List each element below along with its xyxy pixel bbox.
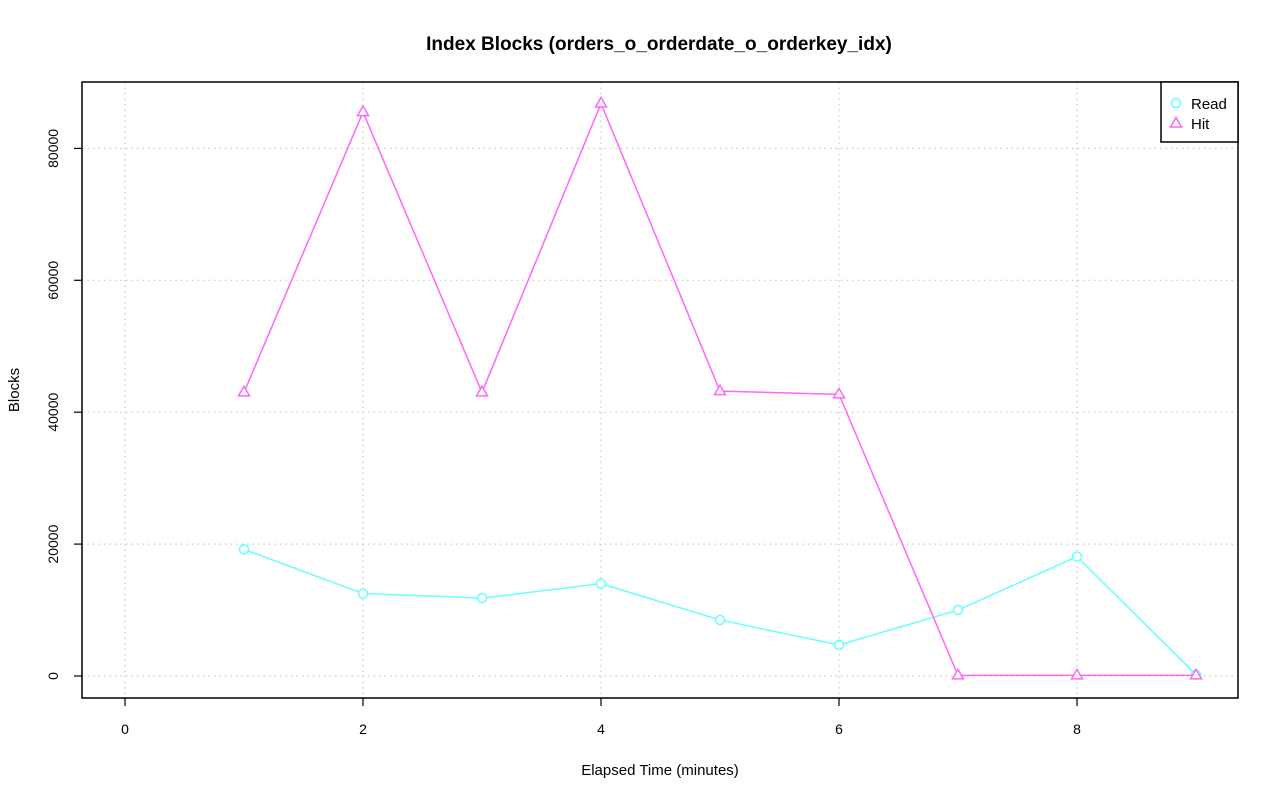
legend-hit-label: Hit [1191,116,1210,133]
grid [82,82,1238,698]
legend-box [1160,81,1239,143]
y-axis: 0 20000 40000 60000 80000 [45,129,82,680]
y-tick-label: 80000 [45,129,61,168]
point-hit [475,384,489,397]
point-hit [713,383,727,396]
series-line-read [243,548,1197,676]
point-read [595,578,607,589]
legend-read-marker [1170,97,1182,109]
point-hit [832,386,846,399]
point-hit [237,384,251,397]
point-read [952,604,964,616]
y-tick-label: 0 [45,672,61,680]
point-hit [1189,667,1203,680]
y-axis-label: Blocks [6,368,23,412]
point-read [714,614,726,626]
point-hit [1070,667,1084,680]
x-axis-label: Elapsed Time (minutes) [581,762,739,779]
x-tick-label: 4 [597,721,605,737]
point-read [476,592,488,604]
x-tick-label: 8 [1073,721,1081,737]
x-tick-label: 2 [359,721,367,737]
y-tick-label: 40000 [45,393,61,432]
point-read [357,588,369,599]
legend: Read Hit [1160,81,1239,143]
point-hit [356,104,370,117]
point-hit [951,667,965,680]
legend-read-label: Read [1191,96,1227,113]
point-read [1071,551,1083,562]
x-tick-label: 6 [835,721,843,737]
point-read [238,544,250,555]
y-tick-label: 20000 [45,524,61,563]
x-axis: 0 2 4 6 8 [121,697,1081,737]
legend-hit-marker [1169,116,1183,128]
y-tick-label: 60000 [45,261,61,300]
point-hit [594,96,608,108]
chart-title: Index Blocks (orders_o_orderdate_o_order… [426,34,892,55]
series-layer [237,96,1203,680]
x-tick-label: 0 [121,721,129,737]
point-read [833,639,845,651]
plot-frame [81,81,1239,699]
